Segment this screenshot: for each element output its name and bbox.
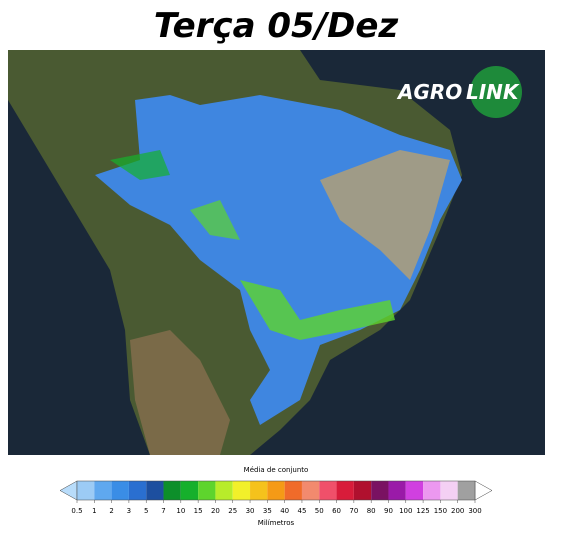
map: AGRO LINK [8, 50, 545, 455]
colorbar-segment [440, 481, 458, 500]
tick-label: 300 [468, 507, 481, 515]
logo-left: AGRO [396, 80, 462, 104]
colorbar-segment [232, 481, 251, 500]
tick-label: 200 [451, 507, 464, 515]
tick-label: 10 [176, 507, 185, 515]
colorbar-title: Média de conjunto [244, 466, 309, 474]
tick-label: 25 [228, 507, 237, 515]
colorbar-segment [77, 481, 95, 500]
colorbar-segment [319, 481, 337, 500]
tick-label: 45 [297, 507, 306, 515]
colorbar-segment [284, 481, 302, 500]
tick-label: 2 [109, 507, 113, 515]
tick-label: 7 [161, 507, 165, 515]
tick-label: 5 [144, 507, 148, 515]
tick-label: 3 [127, 507, 131, 515]
colorbar-segment [388, 481, 406, 500]
colorbar-segment [215, 481, 233, 500]
colorbar-segment [405, 481, 424, 500]
colorbar-segment [250, 481, 268, 500]
tick-label: 50 [315, 507, 324, 515]
tick-label: 60 [332, 507, 341, 515]
colorbar-segment [128, 481, 147, 500]
tick-label: 150 [434, 507, 447, 515]
colorbar-segment [457, 481, 475, 500]
colorbar-segment [146, 481, 164, 500]
tick-label: 40 [280, 507, 289, 515]
logo-right: LINK [466, 80, 520, 104]
tick-label: 0.5 [71, 507, 82, 515]
colorbar-over [474, 480, 493, 501]
tick-label: 30 [246, 507, 255, 515]
colorbar-segment [371, 481, 389, 500]
colorbar-segment [94, 481, 112, 500]
tick-label: 80 [367, 507, 376, 515]
tick-label: 20 [211, 507, 220, 515]
tick-label: 15 [194, 507, 203, 515]
tick-label: 35 [263, 507, 272, 515]
colorbar-segment [353, 481, 372, 500]
colorbar-segment [267, 481, 285, 500]
colorbar-unit: Milímetros [258, 519, 295, 527]
colorbar-segment [111, 481, 129, 500]
colorbar-frame [76, 480, 476, 501]
colorbar-segment [163, 481, 181, 500]
tick-label: 100 [399, 507, 412, 515]
colorbar-segment [198, 481, 216, 500]
colorbar-under [59, 480, 78, 501]
tick-label: 70 [349, 507, 358, 515]
colorbar-segment [336, 481, 354, 500]
tick-label: 1 [92, 507, 96, 515]
colorbar: 0.5 1 2 3 5 7 10 15 20 25 30 35 40 45 50 60 70 80 90 100 125… [59, 480, 493, 515]
tick-label: 90 [384, 507, 393, 515]
title: Terça 05/Dez [154, 6, 399, 46]
colorbar-segment [423, 481, 441, 500]
tick-label: 125 [416, 507, 429, 515]
colorbar-segment [301, 481, 320, 500]
colorbar-segment [180, 481, 199, 500]
